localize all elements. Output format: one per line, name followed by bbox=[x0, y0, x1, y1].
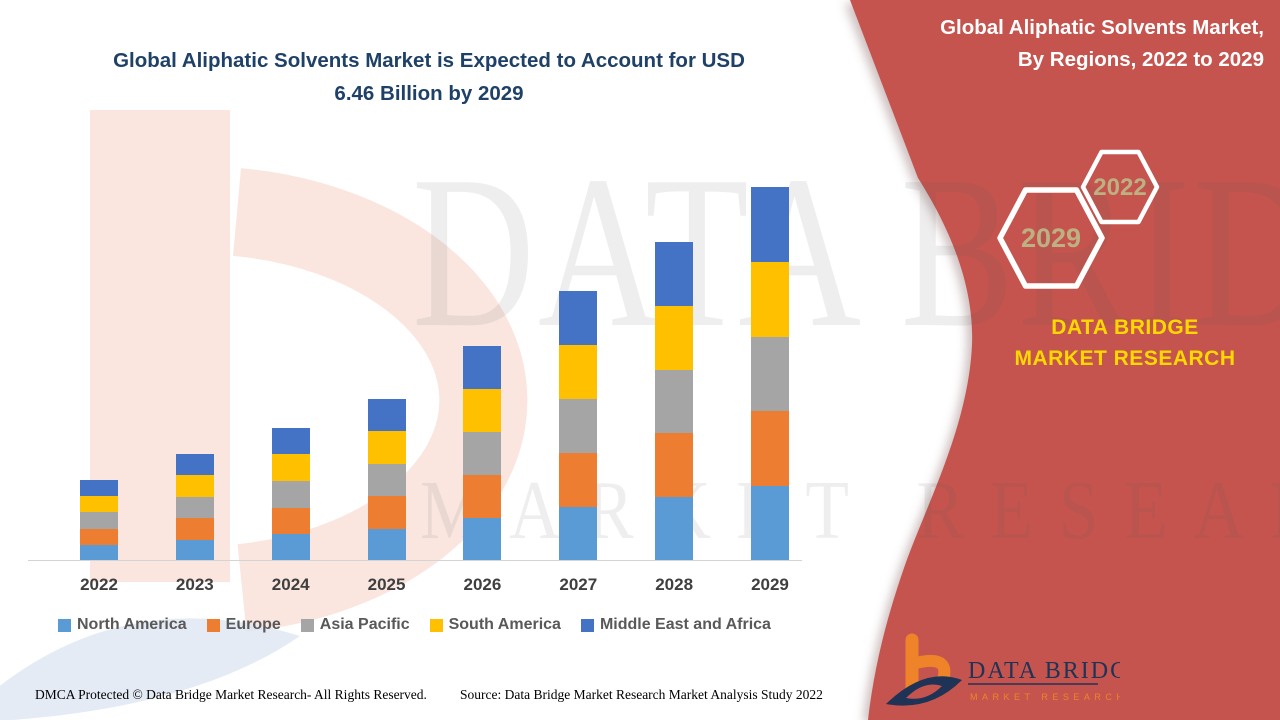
logo-subtitle-text: MARKET RESEARCH bbox=[970, 692, 1120, 702]
legend-swatch-icon bbox=[58, 618, 71, 632]
bar-2024-middle-east-africa bbox=[271, 427, 310, 455]
bar-2028-asia-pacific bbox=[655, 369, 694, 434]
bar-2026-asia-pacific bbox=[463, 432, 502, 476]
bar-2027-north-america bbox=[559, 507, 598, 561]
source-note: Source: Data Bridge Market Research Mark… bbox=[460, 687, 823, 702]
bar-2024-south-america bbox=[271, 454, 310, 481]
bar-2029-middle-east-africa bbox=[750, 186, 789, 262]
bar-2022-north-america bbox=[80, 544, 118, 561]
bar-2029-south-america bbox=[750, 261, 789, 337]
bar-2023-middle-east-africa bbox=[175, 453, 214, 476]
bar-2023-europe bbox=[175, 518, 214, 540]
bar-2023-asia-pacific bbox=[175, 496, 214, 519]
legend-label: Middle East and Africa bbox=[599, 616, 771, 633]
bar-2026-middle-east-africa bbox=[463, 346, 502, 390]
dmca-notice: DMCA Protected © Data Bridge Market Rese… bbox=[35, 687, 427, 702]
data-bridge-logo-icon bbox=[886, 633, 962, 706]
bar-2029-asia-pacific bbox=[750, 336, 789, 412]
bar-2027-asia-pacific bbox=[559, 399, 598, 454]
chart-legend: North America Europe Asia Pacific South Ame… bbox=[58, 616, 771, 634]
legend-item-europe: Europe bbox=[206, 616, 281, 634]
logo-title-text: DATA BRIDGE bbox=[968, 658, 1120, 684]
bar-2025-europe bbox=[367, 496, 406, 529]
legend-label: North America bbox=[77, 616, 187, 633]
hexagon-2022-label: 2022 bbox=[1093, 174, 1146, 201]
legend-item-middle-east-africa: Middle East and Africa bbox=[580, 616, 771, 634]
hexagon-2029-label: 2029 bbox=[1021, 223, 1081, 253]
bar-2024-europe bbox=[271, 507, 310, 535]
brand-name-text: DATA BRIDGE MARKET RESEARCH bbox=[1014, 316, 1236, 370]
legend-swatch-icon bbox=[300, 618, 314, 632]
legend-label: Asia Pacific bbox=[319, 616, 410, 633]
bar-2022-europe bbox=[80, 528, 118, 545]
bar-2025-asia-pacific bbox=[367, 463, 406, 497]
data-bridge-logo: DATA BRIDGE MARKET RESEARCH bbox=[886, 633, 1120, 706]
bar-2029-europe bbox=[750, 411, 789, 487]
legend-label: Europe bbox=[225, 616, 281, 633]
bar-2024-north-america bbox=[271, 534, 310, 561]
bar-2027-middle-east-africa bbox=[559, 291, 598, 346]
legend-item-south-america: South America bbox=[429, 616, 561, 634]
page-title: Global Aliphatic Solvents Market is Expe… bbox=[113, 49, 745, 105]
bar-2027-europe bbox=[559, 453, 598, 508]
x-axis-label-2026: 2026 bbox=[463, 575, 502, 594]
bar-2026-north-america bbox=[463, 518, 502, 561]
bar-2028-south-america bbox=[655, 305, 694, 370]
x-axis-label-2029: 2029 bbox=[751, 575, 789, 594]
bar-2022-south-america bbox=[80, 496, 118, 513]
bar-2024-asia-pacific bbox=[271, 480, 310, 508]
x-axis-label-2023: 2023 bbox=[175, 575, 214, 594]
bar-2022-asia-pacific bbox=[80, 512, 118, 529]
legend-swatch-icon bbox=[206, 618, 220, 632]
legend-swatch-icon bbox=[429, 618, 443, 632]
panel-title: Global Aliphatic Solvents Market, By Reg… bbox=[940, 16, 1264, 71]
bar-2022-middle-east-africa bbox=[80, 479, 118, 497]
x-axis-label-2025: 2025 bbox=[367, 575, 406, 594]
legend-item-north-america: North America bbox=[58, 616, 187, 634]
x-axis-label-2024: 2024 bbox=[271, 575, 310, 594]
bar-2025-south-america bbox=[367, 431, 406, 464]
bar-2028-north-america bbox=[655, 497, 694, 561]
year-hexagons: 2022 2029 bbox=[997, 149, 1160, 289]
bar-2025-north-america bbox=[367, 528, 406, 561]
bar-2023-north-america bbox=[175, 539, 214, 561]
legend-label: South America bbox=[448, 616, 561, 633]
bar-2028-europe bbox=[655, 433, 694, 498]
bar-2028-middle-east-africa bbox=[655, 242, 694, 306]
bar-2027-south-america bbox=[559, 345, 598, 400]
x-axis-label-2028: 2028 bbox=[655, 575, 694, 594]
x-axis-label-2027: 2027 bbox=[559, 575, 598, 594]
bar-2025-middle-east-africa bbox=[367, 398, 406, 432]
x-axis-label-2022: 2022 bbox=[80, 575, 118, 594]
bar-2023-south-america bbox=[175, 475, 214, 497]
bar-2026-south-america bbox=[463, 389, 502, 433]
legend-item-asia-pacific: Asia Pacific bbox=[300, 616, 410, 634]
legend-swatch-icon bbox=[580, 618, 594, 632]
bar-2029-north-america bbox=[750, 486, 789, 561]
bar-2026-europe bbox=[463, 475, 502, 519]
x-axis-line bbox=[28, 560, 802, 561]
